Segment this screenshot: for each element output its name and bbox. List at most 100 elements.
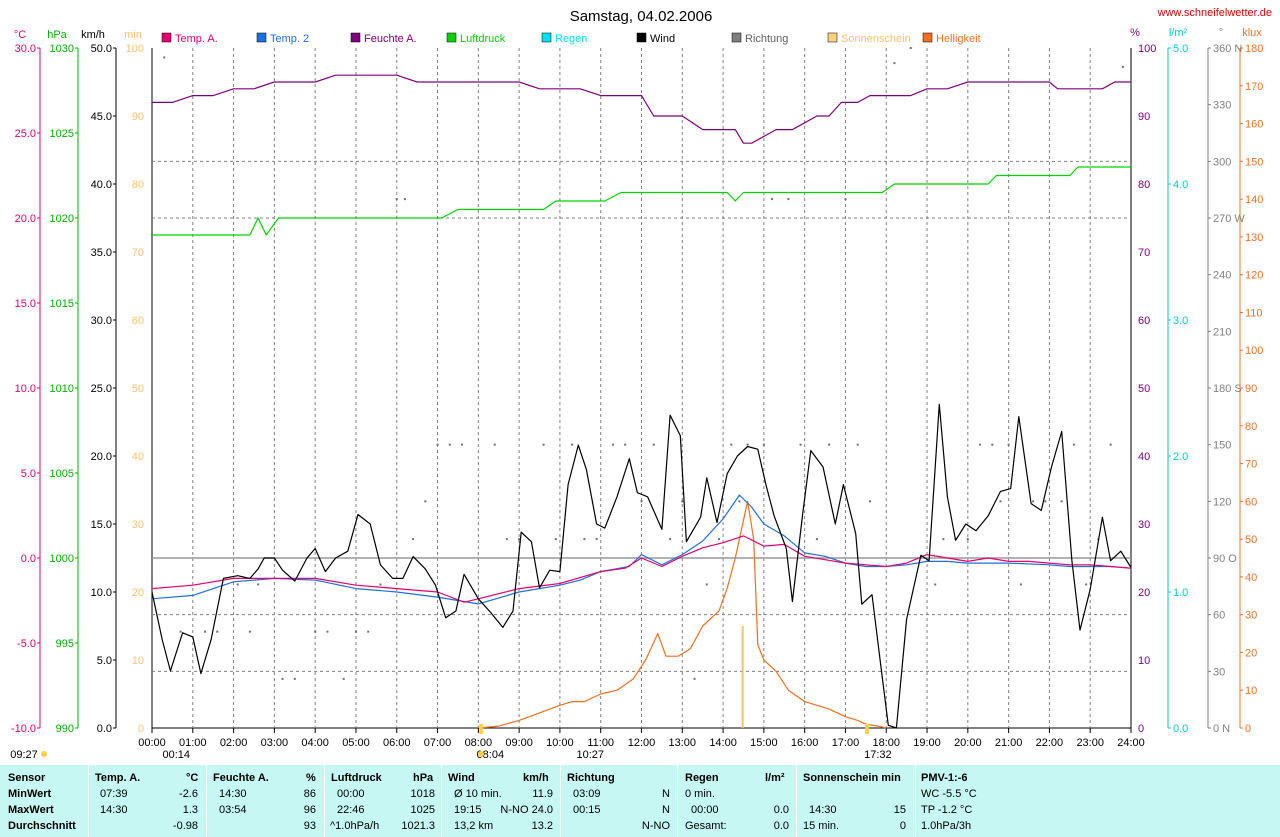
tick-label-direction: 330 [1213,100,1231,112]
x-tick-label: 08:00 [465,737,493,749]
tick-label-brightness: 180 [1245,43,1263,55]
direction-dot [518,538,521,541]
cell-pres-time: ^1.0hPa/h [330,820,380,832]
row-label: MinWert [8,788,52,800]
cell-pres-time: 22:46 [337,804,365,816]
tick-label-wind: 35.0 [91,247,112,259]
tick-label-direction: 60 [1213,610,1225,622]
direction-dot [1072,443,1075,446]
tick-label-wind: 5.0 [97,655,112,667]
x-tick-label: 19:00 [913,737,941,749]
x-tick-label: 11:00 [587,737,614,749]
legend-label: Regen [555,33,587,45]
unit-pressure: hPa [47,29,67,41]
cell-hum-val: 93 [303,820,316,832]
tick-label-brightness: 170 [1245,81,1263,93]
tick-label-sun_min: 30 [132,519,144,531]
legend-label: Feuchte A. [364,33,417,45]
direction-dot [909,47,912,49]
direction-dot [934,583,937,586]
axis-unit-labels: °C hPa km/h min % l/m² ° klux [14,27,1262,41]
x-axis: 00:00 01:00 02:00 03:00 04:00 05:00 06:00 07:00… [10,724,1145,761]
site-link[interactable]: www.schneifelwetter.de [1157,7,1272,19]
direction-dot [787,198,790,201]
direction-dot [730,443,733,446]
tick-label-humidity: 0 [1138,723,1144,735]
x-tick-label: 18:00 [872,737,900,749]
legend-label: Sonnenschein [841,33,911,45]
hdr-dir: Richtung [567,772,615,784]
cell-hum-time: 14:30 [219,788,247,800]
weather-chart: Samstag, 04.02.2006 www.schneifelwetter.… [10,7,1272,761]
cell-temp-val: 1.3 [182,804,198,816]
direction-dot [379,583,382,586]
x-tick-label: 24:00 [1117,737,1145,749]
x-tick-label: 10:00 [546,737,574,749]
event-time-label: 09:27 [10,749,38,761]
hdr-hum: Feuchte A. [213,772,269,784]
tick-label-humidity: 80 [1138,179,1150,191]
event-time-label: 08:04 [477,749,505,761]
direction-dot [844,198,847,201]
legend-label: Temp. 2 [270,33,309,45]
tick-label-direction: 30 [1213,666,1225,678]
direction-dot [1060,500,1063,503]
cell-pres-val: 1025 [410,804,435,816]
direction-dot [554,538,557,541]
direction-dot [293,677,296,680]
tick-label-sun_min: 100 [126,43,144,55]
tick-label-direction: 0 N [1213,723,1230,735]
tick-label-pressure: 1000 [50,553,74,565]
tick-label-pressure: 1020 [50,213,74,225]
tick-label-brightness: 30 [1245,610,1257,622]
row-label: Durchschnitt [8,820,76,832]
direction-dot [669,538,672,541]
direction-dot [314,630,317,633]
x-tick-label: 12:00 [628,737,656,749]
direction-dot [799,443,802,446]
legend-swatch [256,32,267,43]
cell-sun-a: 15 min. [803,820,840,832]
grid [152,48,1131,728]
direction-dot [216,630,219,633]
cell-temp-val: -0.98 [172,820,198,832]
direction-dot [248,630,251,633]
tick-label-sun_min: 0 [138,723,144,735]
cell-sun-val: 0 [899,820,906,832]
cell-temp-val: -2.6 [179,788,198,800]
chart-title: Samstag, 04.02.2006 [570,8,713,25]
x-tick-label: 20:00 [954,737,982,749]
tick-label-brightness: 100 [1245,345,1263,357]
tick-label-humidity: 100 [1138,43,1156,55]
x-tick-label: 01:00 [179,737,207,749]
cell-wind-val: 11.9 [532,788,553,800]
tick-label-temp: 20.0 [15,213,36,225]
direction-dot [436,443,439,446]
tick-label-brightness: 20 [1245,647,1257,659]
cell-rain-val: 0.0 [773,804,789,816]
series-line-wind [151,403,1132,729]
legend-swatch [446,32,457,43]
tick-label-sun_min: 50 [132,383,144,395]
tick-label-temp: 5.0 [21,468,36,480]
legend-label: Richtung [745,33,788,45]
direction-dot [746,443,749,446]
series-line-temp_a [151,535,1132,603]
hdr-pmv: PMV-1:-6 [921,772,968,784]
direction-dot [1085,583,1088,586]
tick-label-pressure: 995 [56,638,74,650]
tick-label-temp: 15.0 [15,298,36,310]
x-tick-label: 17:00 [832,737,860,749]
tick-label-sun_min: 20 [132,587,144,599]
tick-label-brightness: 120 [1245,270,1263,282]
cell-dir-val: N [662,788,670,800]
direction-dot [991,443,994,446]
direction-dot [1007,443,1010,446]
unit-sun: min [124,29,142,41]
direction-dot [856,443,859,446]
x-tick-label: 13:00 [669,737,697,749]
tick-label-brightness: 150 [1245,156,1263,168]
cell-sun-val: 15 [893,804,906,816]
tick-label-wind: 25.0 [91,383,112,395]
row-label: MaxWert [8,804,54,816]
